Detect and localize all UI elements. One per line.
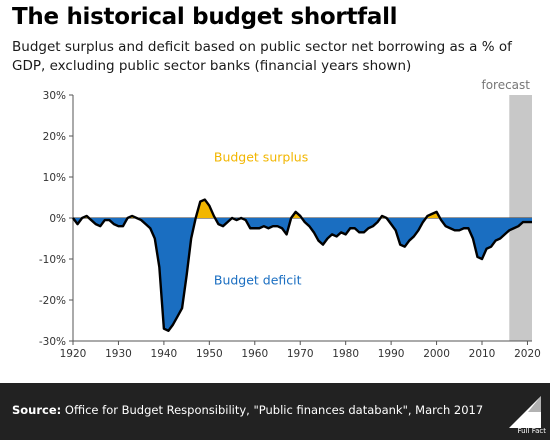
full-fact-logo-icon xyxy=(509,396,541,428)
x-tick-label: 2000 xyxy=(423,348,450,360)
deficit-area xyxy=(136,218,196,331)
balance-line xyxy=(72,198,532,332)
x-tick-label: 1940 xyxy=(151,348,178,360)
source-note: Source: Office for Budget Responsibility… xyxy=(12,403,483,417)
x-tick-label: 1920 xyxy=(60,348,87,360)
y-tick-label: 10% xyxy=(43,172,66,184)
chart-subtitle: Budget surplus and deficit based on publ… xyxy=(12,39,512,74)
x-tick-label: 1960 xyxy=(241,348,268,360)
full-fact-logo-text: Full Fact xyxy=(517,427,546,435)
y-tick-label: 0% xyxy=(49,213,66,225)
y-tick-label: -20% xyxy=(39,295,66,307)
y-tick-label: -30% xyxy=(39,336,66,348)
surplus-label: Budget surplus xyxy=(214,150,308,165)
x-tick-label: 1930 xyxy=(105,348,132,360)
x-tick-label: 1980 xyxy=(332,348,359,360)
x-tick-label: 1950 xyxy=(196,348,223,360)
x-tick-label: 1990 xyxy=(378,348,405,360)
budget-balance-chart: forecast 30% 20% 10% 0% -10% -20% -30%1920 1930 1… xyxy=(39,78,541,360)
chart-title: The historical budget shortfall xyxy=(12,4,398,30)
source-text: Office for Budget Responsibility, "Publi… xyxy=(64,403,484,417)
deficit-area xyxy=(386,218,426,247)
y-tick-label: 30% xyxy=(43,90,66,102)
x-tick-label: 1970 xyxy=(287,348,314,360)
y-tick-label: -10% xyxy=(39,254,66,266)
x-tick-label: 2020 xyxy=(514,348,541,360)
y-tick-label: 20% xyxy=(43,131,66,143)
footer-bar: Source: Office for Budget Responsibility… xyxy=(0,383,550,440)
x-tick-label: 2010 xyxy=(469,348,496,360)
source-label: Source: xyxy=(12,403,62,417)
deficit-label: Budget deficit xyxy=(214,273,302,288)
forecast-label: forecast xyxy=(481,78,530,92)
